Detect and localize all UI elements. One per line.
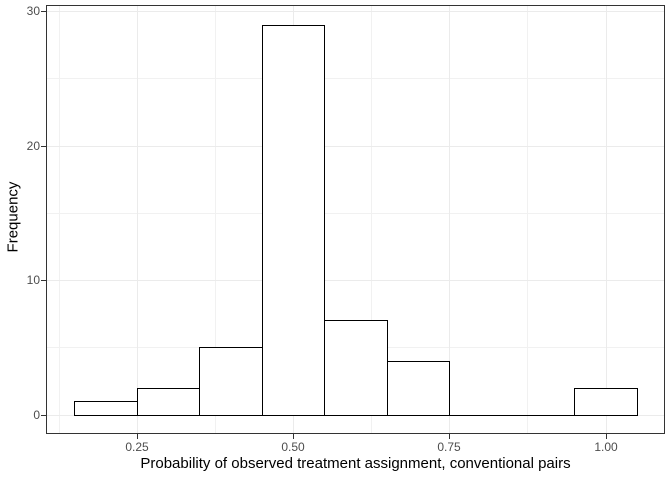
x-tick-label: 0.25 <box>125 440 149 454</box>
y-tick-label: 20 <box>26 139 40 153</box>
histogram-bar <box>387 361 450 416</box>
y-tick-label: 30 <box>26 4 40 18</box>
y-major-gridline <box>46 146 665 147</box>
x-tick-label: 0.75 <box>437 440 461 454</box>
x-minor-gridline <box>527 5 528 434</box>
x-axis-tick <box>137 434 138 439</box>
x-tick-label: 0.50 <box>281 440 305 454</box>
x-axis-tick <box>606 434 607 439</box>
y-axis-tick <box>41 11 46 12</box>
plot-panel <box>46 5 665 434</box>
x-tick-label: 1.00 <box>594 440 618 454</box>
x-minor-gridline <box>215 5 216 434</box>
histogram-bar <box>137 388 200 416</box>
x-minor-gridline <box>59 5 60 434</box>
x-major-gridline <box>606 5 607 434</box>
y-tick-label: 0 <box>33 408 40 422</box>
x-minor-gridline <box>371 5 372 434</box>
y-axis-tick <box>41 280 46 281</box>
y-tick-label: 10 <box>26 273 40 287</box>
x-axis-tick <box>449 434 450 439</box>
histogram-bar <box>199 347 263 416</box>
x-major-gridline <box>449 5 450 434</box>
y-major-gridline <box>46 280 665 281</box>
y-minor-gridline <box>46 78 665 79</box>
y-major-gridline <box>46 11 665 12</box>
histogram-bar <box>574 388 638 416</box>
y-axis-tick <box>41 146 46 147</box>
histogram-bar <box>262 25 325 416</box>
histogram-bar <box>74 401 138 416</box>
y-minor-gridline <box>46 213 665 214</box>
x-axis-tick <box>293 434 294 439</box>
y-axis-tick <box>41 415 46 416</box>
x-major-gridline <box>137 5 138 434</box>
histogram-bar <box>324 320 388 416</box>
x-axis-title: Probability of observed treatment assign… <box>140 455 571 472</box>
y-axis-title: Frequency <box>4 181 22 253</box>
